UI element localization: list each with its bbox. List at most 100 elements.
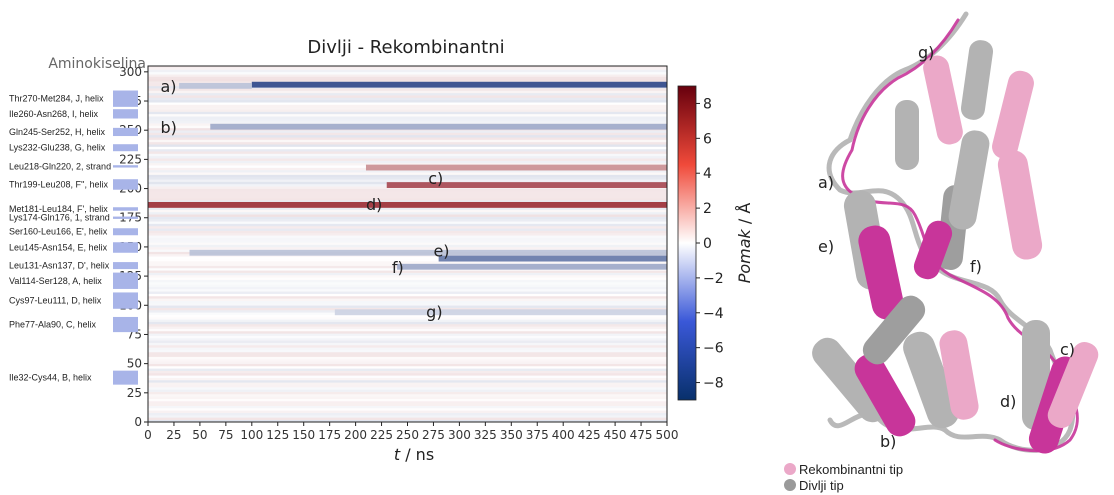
heatmap-row-texture [148, 274, 667, 278]
structure-legend: Rekombinantni tip Divlji tip [784, 462, 903, 493]
heatmap-row-texture [148, 109, 667, 112]
colorbar-tick-label: 8 [703, 96, 712, 112]
heatmap-row-texture [148, 363, 667, 367]
heatmap-row-texture [148, 116, 667, 119]
heatmap-row-texture [148, 302, 667, 306]
heatmap-row-texture [148, 293, 667, 297]
colorbar-ticks: −8 −6 −4 −2 0 2 4 6 8 [696, 96, 724, 392]
heatmap-row-texture [148, 410, 667, 413]
y-tick-label: 300 [119, 65, 142, 79]
segment-label-0: Thr270-Met284, J, helix [9, 94, 104, 104]
x-tick-label: 200 [344, 428, 367, 442]
annotation-5: f) [392, 258, 404, 277]
heatmap-row-texture [148, 193, 667, 196]
heatmap-band-3 [365, 164, 667, 171]
heatmap-row-texture [148, 130, 667, 133]
heatmap-row-texture [148, 67, 667, 70]
heatmap-row-texture [148, 377, 667, 381]
heatmap-bands [148, 81, 667, 316]
segment-bar-3 [113, 144, 138, 152]
heatmap-row-texture [148, 244, 667, 248]
heatmap-row-texture [148, 295, 667, 299]
heatmap-row-texture [148, 288, 667, 292]
annotation-2: c) [428, 169, 443, 188]
annotation-6: g) [426, 302, 442, 321]
structure-label-c: c) [1060, 340, 1075, 359]
heatmap-row-texture [148, 232, 667, 236]
wild-type-coil [826, 11, 1076, 453]
heatmap-band-2 [210, 123, 667, 130]
heatmap-row-texture [148, 279, 667, 283]
heatmap-row-texture [148, 172, 667, 175]
x-tick-label: 175 [318, 428, 341, 442]
segment-bar-6 [113, 207, 138, 211]
heatmap-row-texture [148, 88, 667, 91]
helix-b [812, 295, 979, 437]
x-tick-label: 325 [474, 428, 497, 442]
heatmap-row-texture [148, 370, 667, 374]
heatmap-band-5 [148, 201, 667, 208]
heatmap-row-texture [148, 414, 667, 418]
segment-bar-5 [113, 179, 138, 190]
x-tick-label: 425 [578, 428, 601, 442]
segment-label-7: Lys174-Gln176, 1, strand [9, 213, 110, 223]
colorbar-tick-label: 0 [703, 236, 712, 252]
heatmap-row-texture [148, 76, 667, 80]
segment-bar-9 [113, 242, 138, 253]
helix-a-e-f [843, 130, 1043, 320]
structure-label-g: g) [918, 43, 934, 62]
heatmap-row-texture [148, 97, 667, 101]
x-tick-label: 375 [526, 428, 549, 442]
x-axis-label: t / ns [394, 445, 434, 464]
heatmap-row-texture [148, 200, 667, 203]
heatmap-row-texture [148, 314, 667, 318]
heatmap-row-texture [148, 239, 667, 243]
legend-label-recombinant: Rekombinantni tip [799, 462, 903, 477]
heatmap-row-texture [148, 305, 667, 308]
heatmap-row-texture [148, 139, 667, 143]
x-tick-label: 275 [422, 428, 445, 442]
heatmap-row-texture [148, 218, 667, 222]
x-tick-label: 0 [144, 428, 152, 442]
heatmap-row-texture [148, 92, 667, 96]
segment-label-4: Leu218-Gln220, 2, strand [9, 161, 111, 171]
heatmap-row-texture [148, 228, 667, 231]
x-axis-label-unit: / ns [400, 445, 434, 464]
heatmap-row-texture [148, 90, 667, 94]
heatmap-row-texture [148, 344, 667, 348]
annotation-4: e) [433, 242, 449, 261]
heatmap-row-texture [148, 375, 667, 378]
heatmap-row-texture [148, 326, 667, 329]
x-tick-label: 225 [370, 428, 393, 442]
colorbar-label-symbol: Pomak [735, 228, 754, 283]
heatmap-row-texture [148, 71, 667, 75]
x-tick-label: 350 [500, 428, 523, 442]
heatmap-row-texture [148, 403, 667, 406]
segment-label-9: Leu145-Asn154, E, helix [9, 243, 108, 253]
segment-bar-10 [113, 262, 138, 270]
heatmap-row-texture [148, 300, 667, 304]
heatmap-row-texture [148, 74, 667, 77]
heatmap-row-texture [148, 384, 667, 388]
heatmap-row-texture [148, 155, 667, 159]
heatmap-row-texture [148, 349, 667, 353]
segment-bar-0 [113, 90, 138, 107]
heatmap-row-texture [148, 419, 667, 422]
x-tick-label: 500 [656, 428, 679, 442]
heatmap-row-texture [148, 342, 667, 346]
heatmap-row-texture [148, 144, 667, 147]
heatmap-row-texture [148, 386, 667, 390]
heatmap-row-texture [148, 104, 667, 108]
heatmap-row-texture [148, 78, 667, 82]
segment-bar-1 [113, 109, 138, 119]
heatmap-row-texture [148, 146, 667, 150]
heatmap-panel: Divlji - Rekombinantni Aminokiselina 0 25… [9, 37, 754, 464]
x-tick-label: 300 [448, 428, 471, 442]
y-tick-label: 25 [127, 386, 142, 400]
y-tick-label: 225 [119, 152, 142, 166]
structure-label-e: e) [818, 237, 834, 256]
chart-title: Divlji - Rekombinantni [307, 37, 504, 58]
x-axis-label-symbol: t [394, 445, 401, 464]
heatmap-row-texture [148, 221, 667, 224]
colorbar-tick-label: 6 [703, 131, 712, 147]
